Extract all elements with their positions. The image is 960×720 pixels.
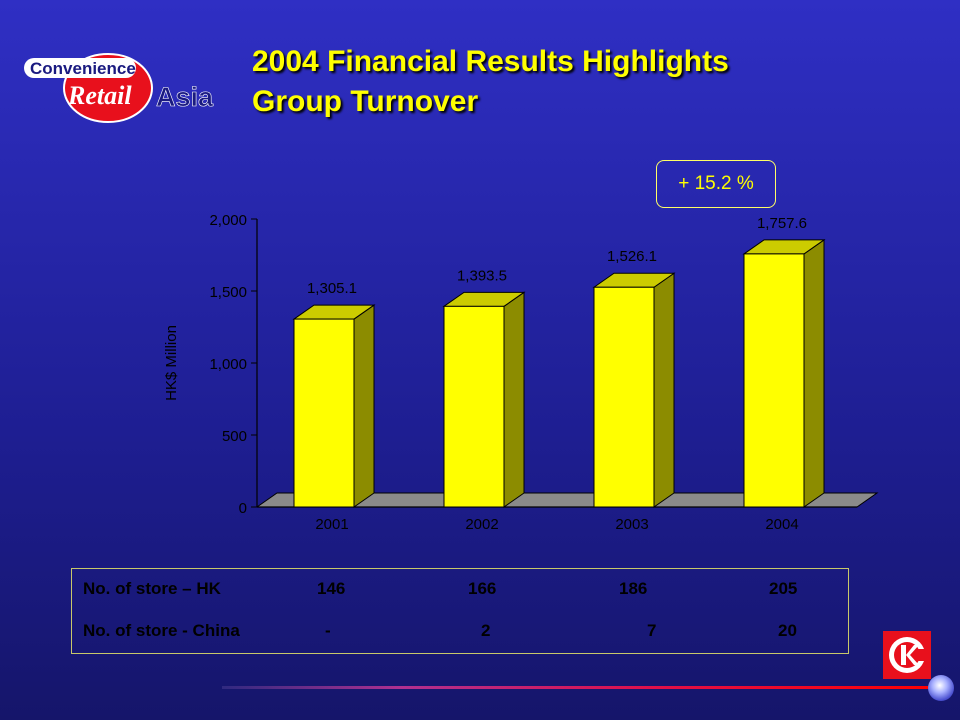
table-cell: 20 — [778, 621, 797, 640]
x-tick-label: 2003 — [615, 516, 648, 533]
bar — [443, 305, 505, 508]
table-cell: 7 — [647, 621, 657, 640]
bar — [743, 253, 805, 508]
table-cell: 186 — [619, 579, 648, 598]
bar-side — [503, 291, 525, 508]
bar-side — [353, 304, 375, 508]
table-row-china: No. of store - China - 2 7 20 — [72, 621, 848, 645]
title-line-1: 2004 Financial Results Highlights — [252, 45, 729, 78]
x-tick-label: 2001 — [315, 516, 348, 533]
y-tick-label: 0 — [239, 500, 247, 517]
chart-bars — [292, 238, 826, 508]
y-axis-label: HK$ Million — [163, 325, 180, 401]
x-tick-label: 2002 — [465, 516, 498, 533]
table-row-hk: No. of store – HK 146 166 186 205 — [72, 579, 848, 603]
table-cell: - — [325, 621, 331, 640]
slide-title: 2004 Financial Results Highlights Group … — [252, 42, 729, 122]
glow-dot-icon — [928, 675, 954, 701]
row-label-china: No. of store - China — [83, 621, 240, 640]
row-label-hk: No. of store – HK — [83, 579, 221, 598]
logo-text-asia: Asia — [156, 82, 214, 112]
x-tick-label: 2004 — [765, 516, 798, 533]
y-tick-label: 2,000 — [209, 212, 247, 229]
table-cell: 2 — [481, 621, 491, 640]
data-label: 1,393.5 — [457, 267, 507, 284]
bar-side — [653, 272, 675, 508]
y-tick-label: 1,000 — [209, 356, 247, 373]
logo-text-convenience: Convenience — [30, 59, 136, 78]
convenience-retail-asia-logo: Convenience Retail Asia — [24, 53, 214, 123]
bar-side — [803, 238, 825, 508]
circle-k-logo-icon — [883, 631, 931, 679]
chart-labels: 0 500 1,000 1,500 2,000 HK$ Million 1,305.1 200… — [163, 212, 807, 533]
logo-text-retail: Retail — [67, 81, 132, 110]
bar — [293, 318, 355, 508]
data-label: 1,526.1 — [607, 248, 657, 265]
y-tick-label: 500 — [222, 428, 247, 445]
title-line-2: Group Turnover — [252, 85, 479, 118]
table-cell: 146 — [317, 579, 346, 598]
growth-callout: + 15.2 % — [656, 160, 776, 208]
y-tick-label: 1,500 — [209, 284, 247, 301]
store-count-table: No. of store – HK 146 166 186 205 No. of… — [71, 568, 849, 654]
data-label: 1,305.1 — [307, 280, 357, 297]
table-cell: 166 — [468, 579, 497, 598]
table-cell: 205 — [769, 579, 798, 598]
footer-divider — [222, 686, 940, 689]
bar — [593, 286, 655, 508]
data-label: 1,757.6 — [757, 215, 807, 232]
